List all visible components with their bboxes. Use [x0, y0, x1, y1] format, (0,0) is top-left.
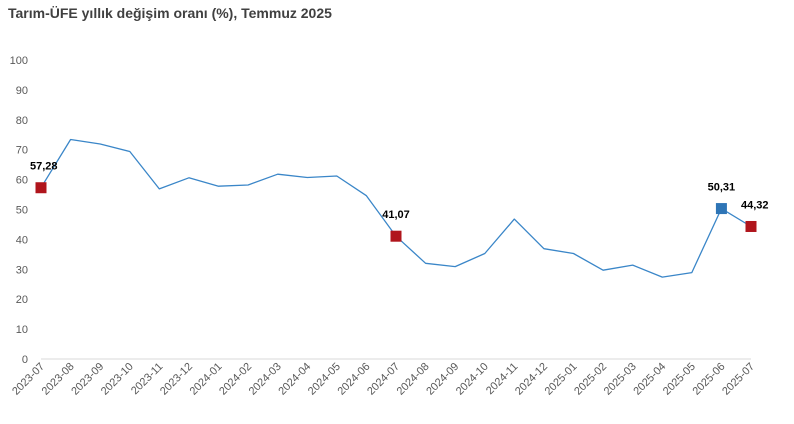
- y-axis: 0 10 20 30 40 50 60 70 80 90 100: [10, 55, 28, 366]
- data-label: 44,32: [741, 199, 769, 211]
- x-tick-label: 2024-10: [454, 361, 491, 398]
- x-tick-label: 2025-07: [720, 361, 757, 398]
- y-tick-label: 70: [16, 145, 28, 157]
- y-tick-label: 0: [22, 354, 28, 366]
- marker-layer: [35, 182, 757, 242]
- data-point-marker: [35, 182, 47, 194]
- y-tick-label: 20: [16, 294, 28, 306]
- data-label-layer: 57,28 41,07 50,31 44,32: [30, 161, 769, 221]
- y-tick-label: 30: [16, 264, 28, 276]
- x-axis: 2023-072023-082023-092023-102023-112023-…: [10, 358, 757, 398]
- x-tick-label: 2023-10: [99, 361, 136, 398]
- data-point-marker: [390, 230, 402, 242]
- data-point-marker: [715, 203, 727, 215]
- data-label: 57,28: [30, 161, 58, 173]
- y-tick-label: 60: [16, 175, 28, 187]
- y-tick-label: 10: [16, 324, 28, 336]
- y-tick-label: 90: [16, 85, 28, 97]
- y-tick-label: 100: [10, 55, 28, 67]
- chart-title: Tarım-ÜFE yıllık değişim oranı (%), Temm…: [8, 5, 332, 21]
- data-label: 41,07: [382, 209, 410, 221]
- data-label: 50,31: [708, 182, 736, 194]
- y-tick-label: 40: [16, 234, 28, 246]
- y-tick-label: 50: [16, 205, 28, 217]
- data-point-marker: [745, 220, 757, 232]
- y-tick-label: 80: [16, 115, 28, 127]
